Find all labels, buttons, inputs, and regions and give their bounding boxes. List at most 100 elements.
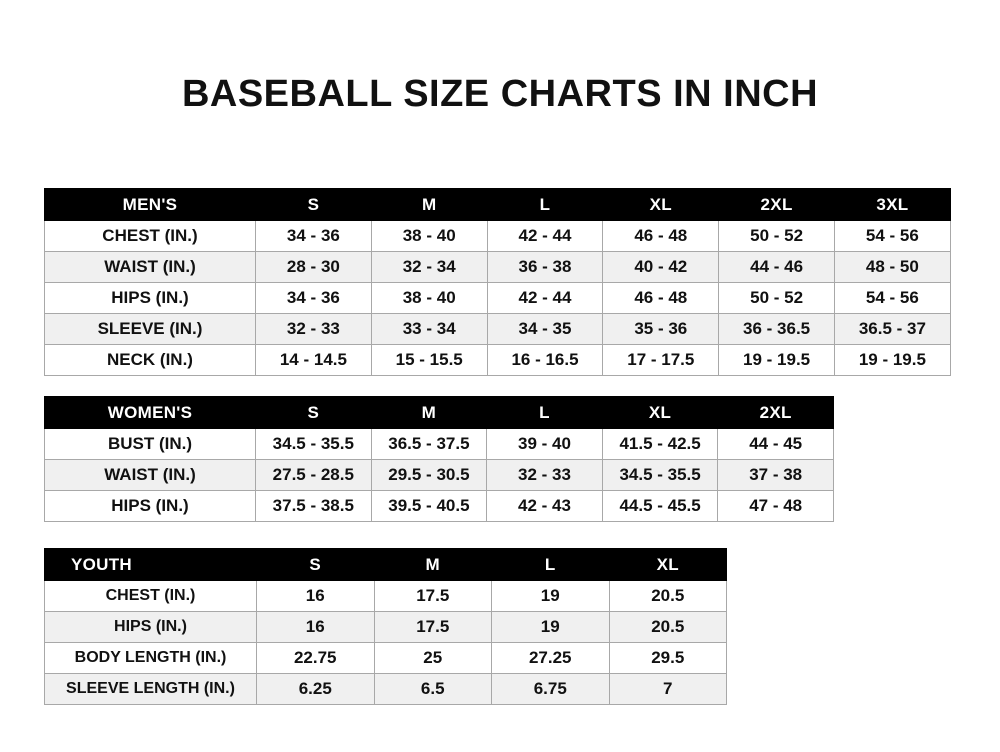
measurement-cell: 34.5 - 35.5: [255, 428, 372, 460]
column-header-m: M: [373, 548, 492, 581]
measurement-cell: 6.75: [491, 673, 610, 705]
measurement-cell: 48 - 50: [833, 251, 951, 283]
measurement-cell: 29.5 - 30.5: [370, 459, 488, 491]
row-label: BODY LENGTH (IN.): [44, 642, 257, 674]
table-row: HIPS (IN.) 16 17.5 19 20.5: [44, 611, 727, 643]
row-label: BUST (IN.): [44, 428, 256, 460]
table-header-row: WOMEN'S S M L XL 2XL: [44, 396, 834, 429]
table-row: HIPS (IN.) 37.5 - 38.5 39.5 - 40.5 42 - 43 4…: [44, 490, 834, 522]
measurement-cell: 16 - 16.5: [486, 344, 604, 376]
measurement-cell: 44.5 - 45.5: [601, 490, 719, 522]
measurement-cell: 50 - 52: [718, 220, 835, 252]
measurement-cell: 44 - 45: [717, 428, 834, 460]
measurement-cell: 19: [491, 611, 610, 643]
measurement-cell: 17.5: [373, 611, 492, 643]
measurement-cell: 54 - 56: [833, 282, 951, 314]
measurement-cell: 46 - 48: [602, 282, 720, 314]
measurement-cell: 19: [491, 580, 610, 612]
measurement-cell: 36 - 38: [486, 251, 604, 283]
column-header-2xl: 2XL: [717, 396, 834, 429]
womens-table-corner-label: WOMEN'S: [44, 396, 256, 429]
measurement-cell: 17 - 17.5: [602, 344, 720, 376]
measurement-cell: 33 - 34: [370, 313, 488, 345]
measurement-cell: 34 - 36: [255, 220, 372, 252]
youth-table-corner-label: YOUTH: [44, 548, 257, 581]
measurement-cell: 36 - 36.5: [718, 313, 835, 345]
measurement-cell: 22.75: [256, 642, 375, 674]
column-header-m: M: [370, 396, 488, 429]
measurement-cell: 32 - 33: [255, 313, 372, 345]
row-label: SLEEVE LENGTH (IN.): [44, 673, 257, 705]
table-header-row: MEN'S S M L XL 2XL 3XL: [44, 188, 951, 221]
row-label: WAIST (IN.): [44, 459, 256, 491]
measurement-cell: 42 - 43: [486, 490, 603, 522]
table-header-row: YOUTH S M L XL: [44, 548, 727, 581]
measurement-cell: 46 - 48: [602, 220, 720, 252]
table-row: HIPS (IN.) 34 - 36 38 - 40 42 - 44 46 - 48 50…: [44, 282, 951, 314]
measurement-cell: 16: [256, 580, 375, 612]
measurement-cell: 35 - 36: [602, 313, 720, 345]
mens-size-table: MEN'S S M L XL 2XL 3XL CHEST (IN.) 34 - 36 38 - 4…: [44, 188, 951, 376]
column-header-3xl: 3XL: [833, 188, 951, 221]
column-header-l: L: [486, 188, 604, 221]
measurement-cell: 6.5: [373, 673, 492, 705]
youth-size-table: YOUTH S M L XL CHEST (IN.) 16 17.5 19 20.5 HIPS (I…: [44, 548, 727, 705]
measurement-cell: 38 - 40: [370, 220, 488, 252]
table-row: WAIST (IN.) 27.5 - 28.5 29.5 - 30.5 32 - 33…: [44, 459, 834, 491]
measurement-cell: 15 - 15.5: [370, 344, 488, 376]
measurement-cell: 14 - 14.5: [255, 344, 372, 376]
measurement-cell: 42 - 44: [486, 220, 604, 252]
measurement-cell: 17.5: [373, 580, 492, 612]
measurement-cell: 41.5 - 42.5: [601, 428, 719, 460]
column-header-xl: XL: [602, 188, 720, 221]
measurement-cell: 7: [608, 673, 727, 705]
measurement-cell: 29.5: [608, 642, 727, 674]
row-label: HIPS (IN.): [44, 611, 257, 643]
measurement-cell: 36.5 - 37: [833, 313, 951, 345]
column-header-xl: XL: [601, 396, 719, 429]
row-label: WAIST (IN.): [44, 251, 256, 283]
table-row: BUST (IN.) 34.5 - 35.5 36.5 - 37.5 39 - 40 4…: [44, 428, 834, 460]
column-header-l: L: [491, 548, 610, 581]
measurement-cell: 50 - 52: [718, 282, 835, 314]
measurement-cell: 39.5 - 40.5: [370, 490, 488, 522]
measurement-cell: 40 - 42: [602, 251, 720, 283]
column-header-xl: XL: [608, 548, 727, 581]
measurement-cell: 32 - 33: [486, 459, 603, 491]
measurement-cell: 44 - 46: [718, 251, 835, 283]
column-header-s: S: [255, 396, 372, 429]
measurement-cell: 34.5 - 35.5: [601, 459, 719, 491]
womens-size-table: WOMEN'S S M L XL 2XL BUST (IN.) 34.5 - 35.5 36.5…: [44, 396, 834, 522]
row-label: HIPS (IN.): [44, 490, 256, 522]
column-header-2xl: 2XL: [718, 188, 835, 221]
measurement-cell: 34 - 35: [486, 313, 604, 345]
table-row: SLEEVE (IN.) 32 - 33 33 - 34 34 - 35 35 - 36…: [44, 313, 951, 345]
measurement-cell: 36.5 - 37.5: [370, 428, 488, 460]
measurement-cell: 28 - 30: [255, 251, 372, 283]
column-header-s: S: [256, 548, 375, 581]
column-header-s: S: [255, 188, 372, 221]
measurement-cell: 19 - 19.5: [833, 344, 951, 376]
measurement-cell: 20.5: [608, 611, 727, 643]
row-label: SLEEVE (IN.): [44, 313, 256, 345]
table-row: NECK (IN.) 14 - 14.5 15 - 15.5 16 - 16.5 17 …: [44, 344, 951, 376]
measurement-cell: 25: [373, 642, 492, 674]
measurement-cell: 20.5: [608, 580, 727, 612]
measurement-cell: 6.25: [256, 673, 375, 705]
page-title: BASEBALL SIZE CHARTS IN INCH: [181, 73, 819, 115]
measurement-cell: 19 - 19.5: [718, 344, 835, 376]
measurement-cell: 16: [256, 611, 375, 643]
table-row: CHEST (IN.) 34 - 36 38 - 40 42 - 44 46 - 48 5…: [44, 220, 951, 252]
table-row: WAIST (IN.) 28 - 30 32 - 34 36 - 38 40 - 42 4…: [44, 251, 951, 283]
mens-table-corner-label: MEN'S: [44, 188, 256, 221]
row-label: NECK (IN.): [44, 344, 256, 376]
measurement-cell: 37.5 - 38.5: [255, 490, 372, 522]
measurement-cell: 27.5 - 28.5: [255, 459, 372, 491]
row-label: HIPS (IN.): [44, 282, 256, 314]
row-label: CHEST (IN.): [44, 220, 256, 252]
measurement-cell: 39 - 40: [486, 428, 603, 460]
row-label: CHEST (IN.): [44, 580, 257, 612]
table-row: BODY LENGTH (IN.) 22.75 25 27.25 29.5: [44, 642, 727, 674]
column-header-l: L: [486, 396, 603, 429]
